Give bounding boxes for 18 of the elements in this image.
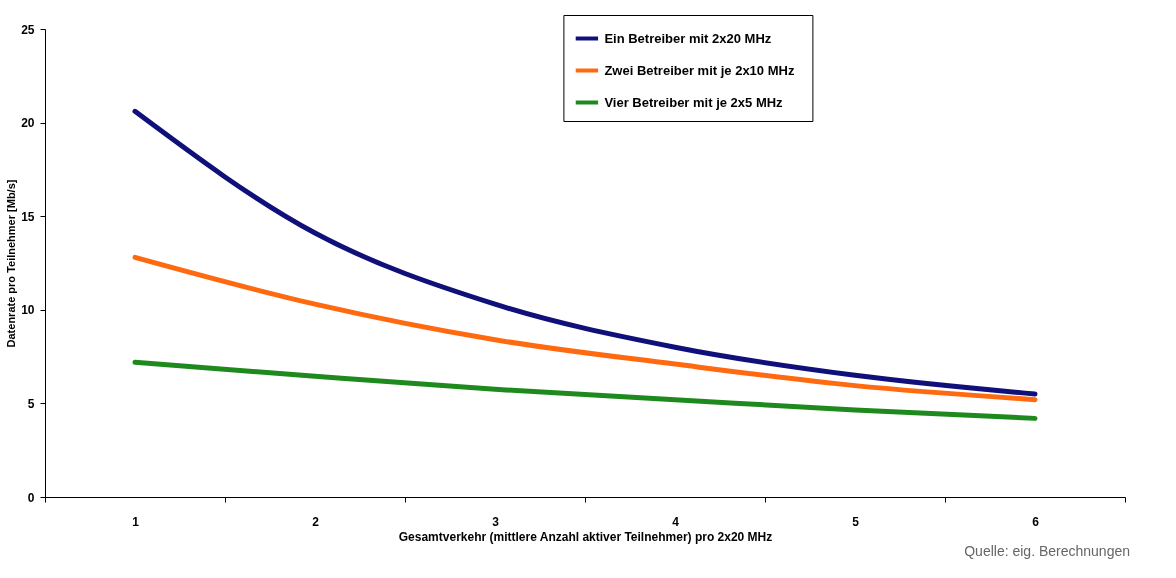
y-tick-label: 0 xyxy=(27,490,35,505)
x-tick-label: 3 xyxy=(492,514,500,529)
y-axis-title: Datenrate pro Teilnehmer [Mb/s] xyxy=(5,179,18,348)
x-tick-label: 1 xyxy=(132,514,140,529)
x-tick-label: 2 xyxy=(312,514,320,529)
y-tick-label: 15 xyxy=(21,209,35,224)
x-tick-label: 4 xyxy=(672,514,680,529)
x-tick-label: 6 xyxy=(1032,514,1040,529)
legend-label: Vier Betreiber mit je 2x5 MHz xyxy=(604,94,784,110)
legend-label: Zwei Betreiber mit je 2x10 MHz xyxy=(604,62,795,78)
x-axis-title: Gesamtverkehr (mittlere Anzahl aktiver Teilnehmer) pro 2x20 MHz xyxy=(398,529,773,544)
y-tick-label: 20 xyxy=(21,116,35,131)
source-note: Quelle: eig. Berechnungen xyxy=(964,543,1130,559)
y-tick-label: 5 xyxy=(27,396,35,411)
y-tick-label: 25 xyxy=(21,22,35,37)
y-tick-label: 10 xyxy=(21,303,35,318)
legend-label: Ein Betreiber mit 2x20 MHz xyxy=(604,30,772,46)
x-tick-label: 5 xyxy=(852,514,860,529)
